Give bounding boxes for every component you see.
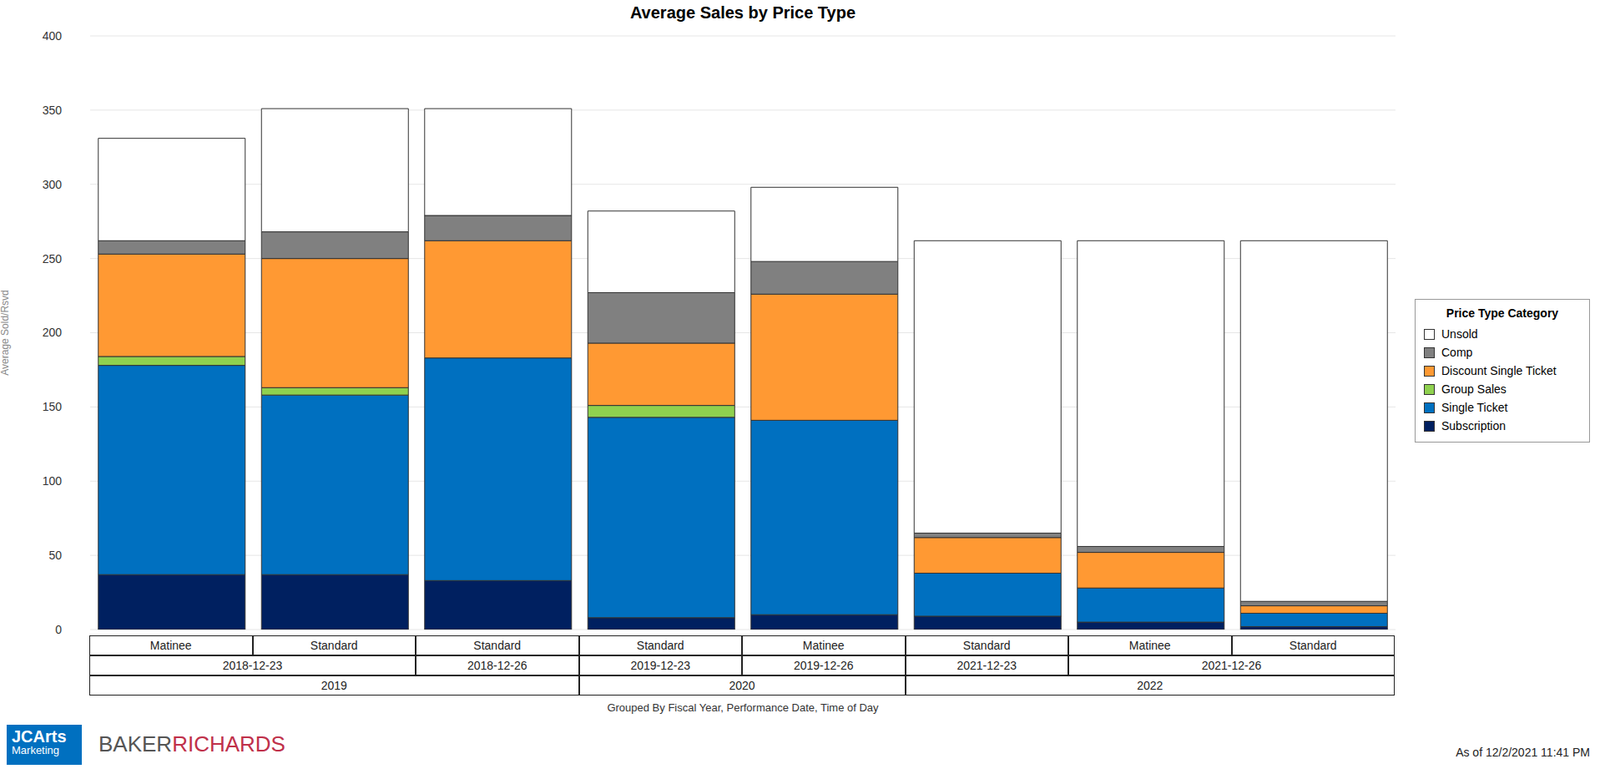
html-text:Unsold: Unsold	[1441, 327, 1478, 341]
html-text:JCArts: JCArts	[11, 726, 67, 746]
html-text:Price Type Category: Price Type Category	[1446, 306, 1559, 320]
html-text:Standard: Standard	[636, 638, 685, 652]
svg-text:Average Sold/Rsvd: Average Sold/Rsvd	[6, 289, 11, 376]
html-text:2018-12-23: 2018-12-23	[222, 658, 283, 672]
html-text:Group Sales: Group Sales	[1441, 382, 1507, 396]
html-text:Standard: Standard	[963, 638, 1011, 652]
html-text:Standard: Standard	[310, 638, 358, 652]
svg-text:350: 350	[42, 103, 63, 117]
html-text:Average Sales by Price Type: Average Sales by Price Type	[630, 3, 856, 22]
html-text:BAKER RICHARDS: BAKER RICHARDS	[98, 731, 286, 757]
html-text:2020: 2020	[728, 678, 756, 692]
html-text:2022: 2022	[1136, 678, 1163, 692]
html-text:Standard: Standard	[473, 638, 521, 652]
html-text:2019-12-23: 2019-12-23	[630, 658, 691, 672]
html-text:Matinee: Matinee	[802, 638, 845, 652]
html-text:As of 12/2/2021 11:41 PM: As of 12/2/2021 11:41 PM	[1455, 745, 1590, 759]
html-text:Grouped By Fiscal Year, Perfor: Grouped By Fiscal Year, Performance Date…	[607, 701, 879, 714]
svg-text:0: 0	[55, 622, 62, 636]
html-text:Marketing: Marketing	[11, 743, 60, 757]
html-text:Standard: Standard	[1289, 638, 1337, 652]
html-text:Single Ticket: Single Ticket	[1441, 400, 1508, 414]
html-text:Comp: Comp	[1441, 345, 1473, 359]
svg-text:250: 250	[42, 252, 63, 266]
svg-text:300: 300	[42, 177, 63, 192]
svg-text:200: 200	[42, 325, 63, 339]
html-text:Matinee: Matinee	[150, 638, 192, 652]
html-text:2018-12-26: 2018-12-26	[467, 658, 528, 672]
html-text:2021-12-26: 2021-12-26	[1201, 658, 1262, 672]
html-text:Discount Single Ticket: Discount Single Ticket	[1441, 363, 1557, 378]
svg-text:50: 50	[48, 548, 62, 562]
html-text:Matinee: Matinee	[1129, 638, 1171, 652]
svg-text:100: 100	[42, 474, 63, 488]
html-text:Subscription: Subscription	[1441, 418, 1506, 433]
svg-text:400: 400	[42, 29, 63, 43]
svg-text:150: 150	[42, 399, 63, 414]
html-text:2019-12-26: 2019-12-26	[793, 658, 854, 672]
html-text:2021-12-23: 2021-12-23	[956, 658, 1017, 672]
html-text:2019: 2019	[321, 678, 348, 692]
